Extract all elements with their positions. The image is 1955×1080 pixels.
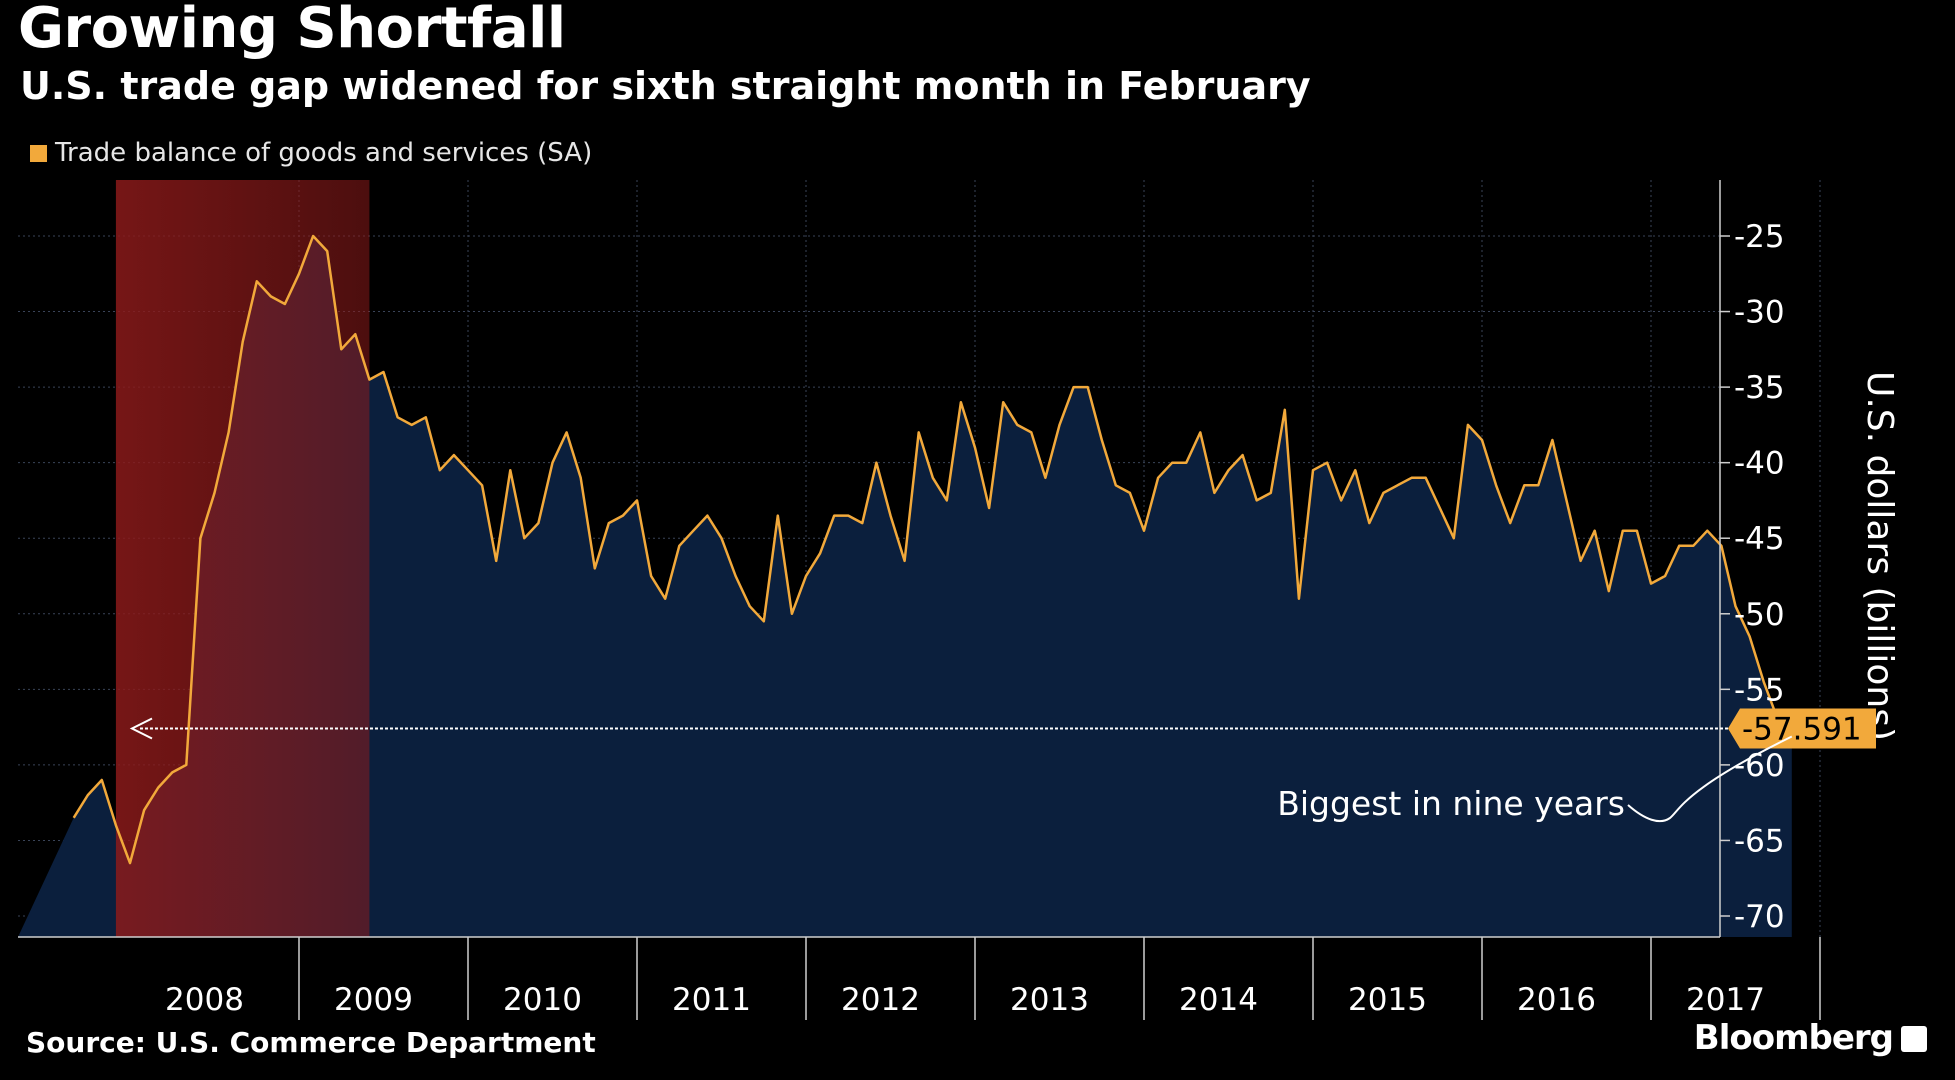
source-note: Source: U.S. Commerce Department xyxy=(26,1026,596,1059)
y-tick-label: -55 xyxy=(1734,672,1785,708)
x-tick-label: 2011 xyxy=(672,982,751,1018)
legend-swatch xyxy=(30,144,47,162)
x-tick-label: 2016 xyxy=(1517,982,1596,1018)
last-value-label-bg xyxy=(1728,708,1876,749)
reference-arrowhead xyxy=(129,717,153,740)
x-tick-label: 2008 xyxy=(165,982,244,1018)
x-tick-label: 2010 xyxy=(503,982,582,1018)
x-tick-label: 2014 xyxy=(1179,982,1258,1018)
y-tick-label: -65 xyxy=(1734,823,1785,859)
brand-icon xyxy=(1901,1026,1927,1052)
x-tick-label: 2015 xyxy=(1348,982,1427,1018)
recession-shading xyxy=(115,180,370,937)
y-axis-label: U.S. dollars (billions) xyxy=(1859,371,1900,741)
y-tick-label: -70 xyxy=(1734,899,1785,935)
annotation-connector xyxy=(1627,735,1793,823)
x-tick-label: 2012 xyxy=(841,982,920,1018)
annotation-text: Biggest in nine years xyxy=(1277,784,1625,823)
brand-logo: Bloomberg xyxy=(1693,1018,1894,1058)
legend-label: Trade balance of goods and services (SA) xyxy=(55,138,593,168)
x-tick-label: 2009 xyxy=(334,982,413,1018)
y-tick-label: -30 xyxy=(1734,295,1785,331)
y-tick-label: -50 xyxy=(1734,597,1785,633)
y-tick-label: -45 xyxy=(1734,521,1785,557)
x-tick-label: 2013 xyxy=(1010,982,1089,1018)
y-tick-label: -40 xyxy=(1734,446,1785,482)
legend: Trade balance of goods and services (SA) xyxy=(30,138,592,168)
chart-title: Growing Shortfall xyxy=(18,0,566,61)
last-value-text: -57.591 xyxy=(1742,711,1862,747)
x-tick-label: 2017 xyxy=(1686,982,1765,1018)
chart-subtitle: U.S. trade gap widened for sixth straigh… xyxy=(20,64,1311,108)
data-line xyxy=(72,234,1793,865)
data-area xyxy=(18,236,1792,937)
last-value-label: -57.591 xyxy=(1728,708,1876,749)
x-axis: 2008 2009 2010 2011 2012 2013 2014 2015 2016 2017 xyxy=(18,936,1821,1020)
y-tick-label: -25 xyxy=(1734,219,1785,255)
y-tick-label: -35 xyxy=(1734,370,1785,406)
y-axis: -25-30-35-40-45-50-55-60-65-70 xyxy=(1719,180,1785,937)
